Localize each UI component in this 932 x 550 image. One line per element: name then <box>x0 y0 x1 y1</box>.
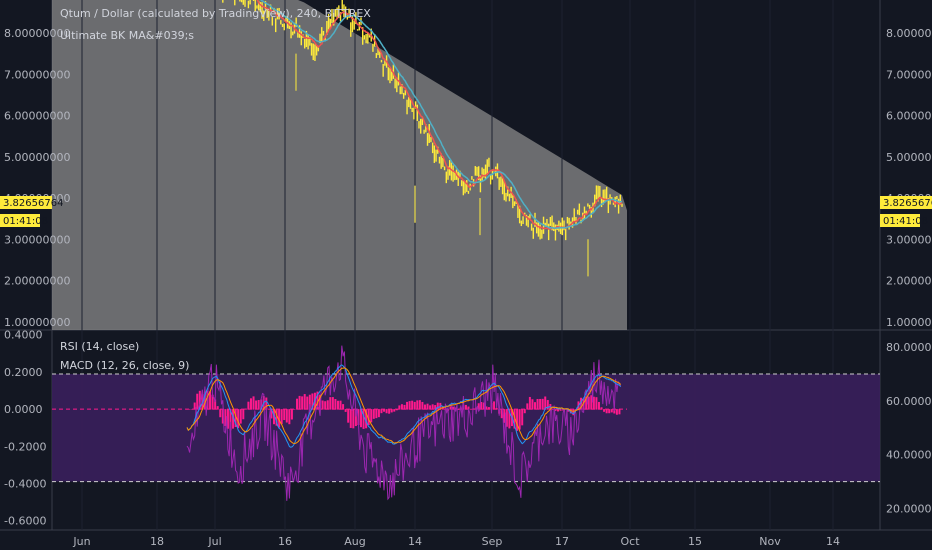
rsi-line <box>186 345 622 501</box>
time-tick-label: Jun <box>72 535 90 548</box>
signal-line <box>186 367 622 444</box>
rsi-tick-label: 60.0000 <box>886 395 932 408</box>
countdown-left: 01:41:08 <box>3 216 48 227</box>
time-tick-label: Jul <box>207 535 221 548</box>
ma-slow-line <box>259 0 623 230</box>
price-tick-label: 8.00000000 <box>886 27 932 40</box>
macd-label: MACD (12, 26, close, 9) <box>60 359 189 372</box>
ma-band-area <box>52 0 627 330</box>
price-tick-label: 7.00000000 <box>886 68 932 81</box>
rsi-band-fill <box>52 374 880 482</box>
macd-tick-label: -0.6000 <box>4 515 46 528</box>
chart-title: Qtum / Dollar (calculated by TradingView… <box>60 7 371 20</box>
macd-tick-label: -0.4000 <box>4 478 46 491</box>
macd-tick-label: 0.0000 <box>4 403 43 416</box>
time-axis[interactable]: Jun 18 Jul 16 Aug 14 Sep 17 Oct 15 Nov 14 <box>72 535 840 548</box>
current-price-left: 3.82656764 <box>3 198 63 209</box>
macd-histogram <box>186 390 621 431</box>
time-tick-label: Aug <box>344 535 365 548</box>
current-price-right: 3.82656764 <box>883 198 932 209</box>
price-tick-label: 1.00000000 <box>886 316 932 329</box>
price-tick-label: 8.00000000 <box>4 27 70 40</box>
time-tick-label: Oct <box>620 535 640 548</box>
price-tick-label: 6.00000000 <box>886 110 932 123</box>
time-tick-label: 14 <box>826 535 840 548</box>
price-tick-label: 7.00000000 <box>4 68 70 81</box>
price-tick-label: 5.00000000 <box>4 151 70 164</box>
time-tick-label: 18 <box>150 535 164 548</box>
macd-tick-label: 0.4000 <box>4 329 43 342</box>
left-price-axis[interactable]: 1.000000002.000000003.000000004.00000000… <box>4 27 70 329</box>
countdown-right: 01:41:08 <box>883 216 928 227</box>
time-tick-label: 15 <box>688 535 702 548</box>
price-tick-label: 3.00000000 <box>4 233 70 246</box>
time-tick-label: Nov <box>759 535 781 548</box>
rsi-tick-label: 20.0000 <box>886 502 932 515</box>
macd-tick-label: -0.2000 <box>4 440 46 453</box>
price-tick-label: 2.00000000 <box>886 275 932 288</box>
ma-indicator-label: Ultimate BK MA&#039;s <box>60 29 194 42</box>
rsi-tick-label: 40.0000 <box>886 449 932 462</box>
price-tick-label: 2.00000000 <box>4 275 70 288</box>
rsi-label: RSI (14, close) <box>60 340 139 353</box>
price-tick-label: 3.00000000 <box>886 233 932 246</box>
right-price-axis[interactable]: 1.000000002.000000003.000000004.00000000… <box>886 27 932 329</box>
time-tick-label: 14 <box>408 535 422 548</box>
price-candles <box>222 0 623 277</box>
price-tag-left: 3.82656764 01:41:08 <box>0 196 63 227</box>
rsi-tick-label: 80.0000 <box>886 341 932 354</box>
macd-tick-label: 0.2000 <box>4 366 43 379</box>
rsi-axis[interactable]: 80.0000 60.0000 40.0000 20.0000 <box>886 341 932 515</box>
macd-axis[interactable]: 0.4000 0.2000 0.0000 -0.2000 -0.4000 -0.6000 <box>4 329 46 528</box>
price-tick-label: 1.00000000 <box>4 316 70 329</box>
price-tick-label: 5.00000000 <box>886 151 932 164</box>
time-tick-label: 16 <box>278 535 292 548</box>
ma-fast-line <box>256 0 623 230</box>
time-tick-label: 17 <box>555 535 569 548</box>
time-tick-label: Sep <box>482 535 503 548</box>
price-tick-label: 6.00000000 <box>4 110 70 123</box>
price-tag-right: 3.82656764 01:41:08 <box>880 196 932 227</box>
macd-line <box>186 364 622 448</box>
